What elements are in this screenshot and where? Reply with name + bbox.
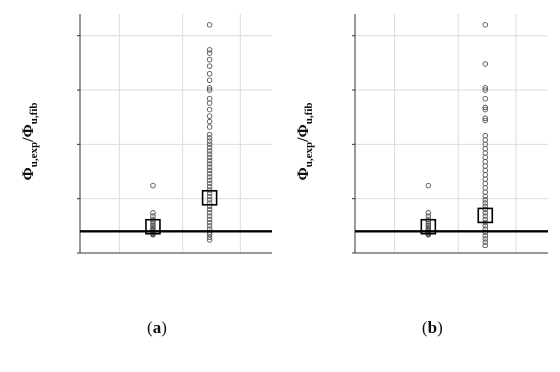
data-point <box>482 193 489 200</box>
data-point <box>206 118 213 125</box>
data-point <box>482 206 489 213</box>
data-point <box>206 100 213 106</box>
panel-label-close: ) <box>161 318 167 337</box>
data-point <box>206 216 213 223</box>
panel-label: (b) <box>422 318 443 337</box>
mean-marker <box>477 207 494 224</box>
data-point <box>206 219 213 226</box>
data-point <box>206 161 213 167</box>
data-point <box>482 232 489 239</box>
data-point <box>206 210 213 216</box>
y-axis-label-ylabel-sub2: u,fib <box>303 102 315 124</box>
data-point <box>206 85 213 91</box>
data-point <box>206 138 213 144</box>
data-point <box>482 242 489 249</box>
data-point <box>206 170 213 177</box>
data-point <box>206 164 213 170</box>
data-point <box>206 203 213 210</box>
data-point <box>206 113 213 119</box>
data-point <box>206 157 213 164</box>
data-point <box>206 131 213 138</box>
panel-label: (a) <box>147 318 167 337</box>
data-point <box>206 135 213 141</box>
y-axis-label-ylabel-sep: /Φ <box>295 124 312 143</box>
data-point <box>482 200 489 206</box>
data-point <box>482 236 489 242</box>
data-point <box>206 154 213 161</box>
y-axis-label-ylabel-main: Φ <box>295 167 312 180</box>
y-axis-label-ylabel-main: Φ <box>20 167 37 180</box>
panel-label-open: ( <box>147 318 153 337</box>
data-point <box>206 193 213 200</box>
data-point <box>206 151 213 157</box>
data-point <box>482 210 489 216</box>
data-point <box>482 115 489 122</box>
data-point <box>150 213 156 219</box>
data-point <box>425 210 432 216</box>
data-point <box>425 182 432 189</box>
y-axis-label-ylabel-sub2: u,fib <box>28 102 40 124</box>
data-point <box>206 141 213 148</box>
y-axis-label-ylabel-sub1: u,exp <box>28 142 40 167</box>
data-point <box>482 87 489 93</box>
data-point <box>206 144 213 151</box>
mean-marker <box>420 218 437 235</box>
panel-label-letter: b <box>428 318 437 337</box>
data-point <box>206 63 213 69</box>
data-point <box>482 213 489 219</box>
data-point <box>206 197 213 203</box>
data-point <box>206 213 213 219</box>
data-point <box>482 22 489 28</box>
data-point <box>206 177 213 183</box>
data-point <box>206 148 213 154</box>
data-point <box>206 206 213 213</box>
y-axis-label-ylabel-sep: /Φ <box>20 124 37 143</box>
y-axis-label-ylabel-sub1: u,exp <box>303 142 315 167</box>
data-point <box>206 77 213 84</box>
data-point <box>206 106 213 113</box>
data-point <box>482 104 489 111</box>
data-point <box>206 187 213 193</box>
data-point <box>150 210 156 216</box>
panel-label-open: ( <box>422 318 428 337</box>
data-point <box>206 87 213 93</box>
data-point <box>482 85 489 91</box>
mean-marker <box>201 190 218 206</box>
data-point <box>482 95 489 102</box>
data-point <box>206 223 213 229</box>
data-point <box>206 22 213 28</box>
y-axis-label: Φu,exp/Φu,fib <box>295 102 315 180</box>
data-point <box>482 117 489 124</box>
data-point <box>206 180 213 187</box>
panel-label-letter: a <box>153 318 162 337</box>
mean-marker <box>145 218 161 235</box>
data-point <box>206 237 213 243</box>
data-point <box>150 182 156 189</box>
chart-panel-a: (a) Φu,exp/Φu,fib <box>20 14 272 337</box>
data-point <box>206 183 213 190</box>
data-point <box>206 167 213 174</box>
data-point <box>206 47 213 53</box>
data-point <box>206 174 213 180</box>
data-point <box>206 70 213 77</box>
data-point <box>206 124 213 130</box>
data-point <box>206 56 213 63</box>
data-point <box>482 197 489 203</box>
y-axis-label: Φu,exp/Φu,fib <box>20 102 40 180</box>
data-point <box>482 106 489 113</box>
data-point <box>482 239 489 245</box>
data-point <box>482 61 489 67</box>
data-point <box>425 213 432 219</box>
panel-label-close: ) <box>437 318 443 337</box>
chart-panel-b: (b) Φu,exp/Φu,fib <box>295 14 548 337</box>
data-point <box>206 50 213 56</box>
data-point <box>206 234 213 241</box>
data-point <box>482 223 489 229</box>
